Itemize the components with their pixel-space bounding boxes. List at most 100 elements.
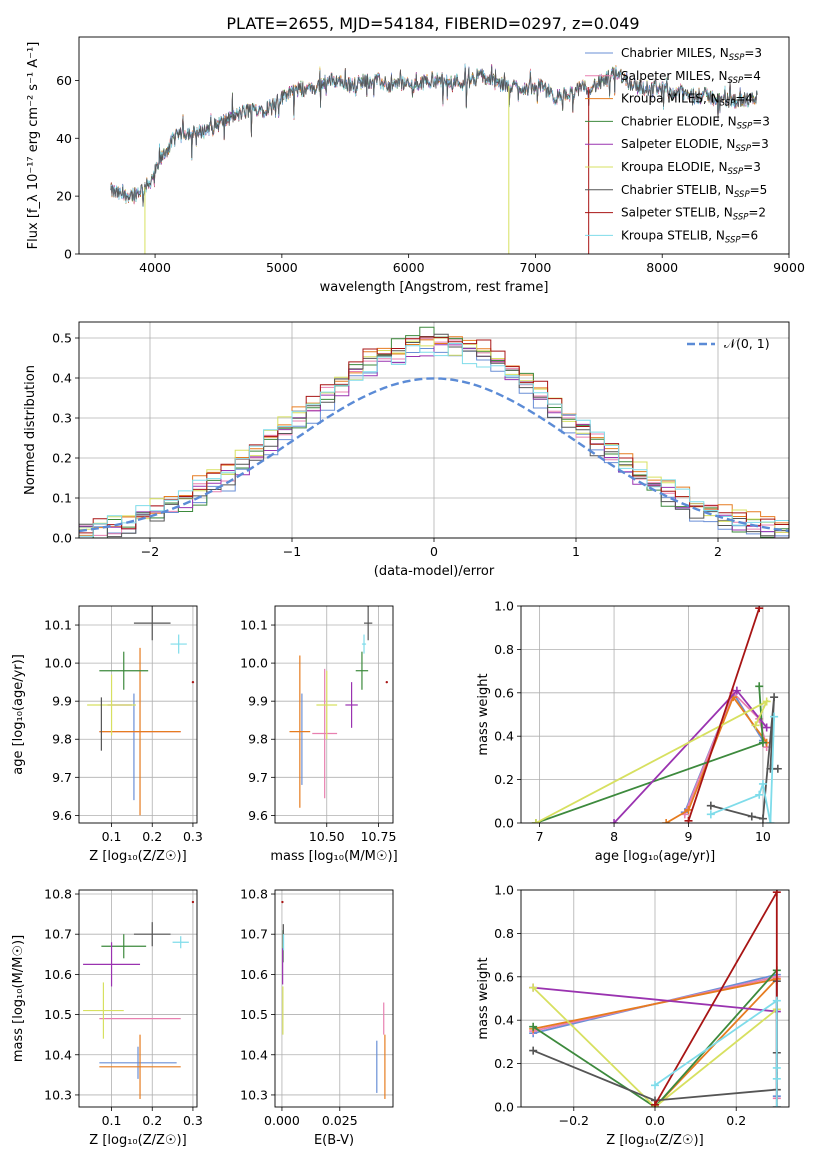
histogram-kroupa-stelib	[79, 343, 789, 537]
series-marker	[755, 606, 764, 613]
x-tick-label: 1	[572, 544, 580, 559]
series-marker	[772, 1103, 781, 1107]
spectrum-line-chabrier-stelib	[110, 66, 758, 207]
x-axis-label: Z [log₁₀(Z/Z☉)]	[89, 849, 186, 864]
y-axis-label: mass [log₁₀(M/M☉)]	[11, 935, 26, 1062]
x-tick-label: 9	[685, 829, 693, 844]
y-tick-label: 9.6	[52, 808, 72, 823]
legend-entry: Kroupa STELIB, NSSP=6	[621, 228, 758, 245]
x-tick-label: 0.2	[726, 1113, 746, 1128]
figure-title: PLATE=2655, MJD=54184, FIBERID=0297, z=0…	[226, 14, 639, 33]
axes-frame	[274, 889, 394, 1108]
series-marker	[758, 814, 767, 823]
series-line-kroupa-elodie	[532, 986, 778, 1107]
axes-frame	[78, 36, 790, 255]
series-marker	[772, 1063, 781, 1072]
x-tick-label: 10.50	[309, 829, 345, 844]
y-axis-label: mass weight	[476, 957, 491, 1039]
x-tick-label: 0.0	[645, 1113, 665, 1128]
x-axis-label: Z [log₁₀(Z/Z☉)]	[606, 1133, 703, 1148]
series-marker	[610, 819, 619, 823]
series-marker	[684, 816, 693, 823]
y-tick-label: 10.6	[240, 967, 268, 982]
y-tick-label: 10.7	[240, 927, 268, 942]
axes-frame	[78, 889, 198, 1108]
x-tick-label: 0.3	[183, 1113, 203, 1128]
legend-entry: 𝒩(0, 1)	[724, 336, 770, 351]
y-tick-label: 9.8	[248, 732, 268, 747]
axes-frame	[520, 605, 790, 824]
x-tick-label: 0	[430, 544, 438, 559]
y-axis-label: Normed distribution	[23, 365, 38, 495]
y-tick-label: 0.3	[52, 411, 72, 426]
series-marker	[772, 890, 781, 897]
series-marker	[770, 693, 779, 702]
series-marker	[529, 983, 538, 992]
y-tick-label: 0.4	[494, 729, 514, 744]
x-axis-label: wavelength [Angstrom, rest frame]	[320, 280, 549, 295]
y-tick-label: 10.4	[44, 1047, 72, 1062]
x-tick-label: −2	[141, 544, 159, 559]
series-marker	[651, 1081, 659, 1090]
series-marker	[762, 723, 771, 732]
y-tick-label: 0.0	[494, 816, 514, 831]
x-tick-label: 8	[610, 829, 618, 844]
data-point	[191, 680, 195, 684]
y-tick-label: 0.1	[52, 491, 72, 506]
x-tick-label: −1	[283, 544, 301, 559]
x-tick-label: 0.2	[142, 829, 162, 844]
y-tick-label: 0.6	[494, 685, 514, 700]
massweight-vs-metallicity-panel: −0.2 0.0 0.2 0.0 0.2 0.4 0.6 0.8 1.0 Z [log₁₀(Z/Z…	[476, 883, 790, 1148]
y-tick-label: 9.7	[52, 770, 72, 785]
y-tick-label: 1.0	[494, 599, 514, 614]
y-tick-label: 10.4	[240, 1047, 268, 1062]
axes-frame	[78, 321, 790, 539]
x-tick-label: 0.025	[322, 1113, 358, 1128]
y-tick-label: 40	[56, 131, 72, 146]
y-tick-label: 10.0	[44, 656, 72, 671]
series-marker	[529, 1046, 538, 1055]
x-tick-label: 6000	[393, 260, 425, 275]
axes-frame	[520, 889, 790, 1108]
y-tick-label: 1.0	[494, 883, 514, 898]
y-tick-label: 10.5	[44, 1007, 72, 1022]
series-marker	[772, 996, 781, 1005]
legend-entry: Chabrier MILES, NSSP=3	[621, 46, 762, 63]
x-tick-label: 0.2	[142, 1113, 162, 1128]
y-tick-label: 9.6	[248, 808, 268, 823]
x-axis-label: E(B-V)	[314, 1133, 354, 1148]
x-tick-label: 10	[755, 829, 771, 844]
x-axis-label: mass [log₁₀(M/M☉)]	[270, 849, 397, 864]
mass-vs-metallicity-panel: 0.1 0.2 0.3 10.3 10.4 10.5 10.6 10.7 10.8 Z [log₁…	[11, 887, 203, 1148]
x-axis-label: age [log₁₀(age/yr)]	[595, 849, 716, 864]
y-tick-label: 0.2	[494, 1056, 514, 1071]
series-marker	[651, 1100, 659, 1107]
y-tick-label: 10.1	[240, 618, 268, 633]
y-tick-label: 10.7	[44, 927, 72, 942]
series-marker	[772, 1074, 781, 1083]
y-tick-label: 10.1	[44, 618, 72, 633]
y-tick-label: 9.9	[52, 694, 72, 709]
data-point	[385, 680, 388, 684]
series-marker	[751, 721, 760, 730]
series-marker	[766, 819, 775, 823]
series-marker	[732, 686, 741, 695]
series-line-chabrier-elodie	[532, 969, 778, 1107]
legend-entry: Chabrier STELIB, NSSP=5	[621, 183, 767, 200]
x-tick-label: 4000	[139, 260, 171, 275]
y-tick-label: 0.5	[52, 331, 72, 346]
y-tick-label: 0.2	[52, 451, 72, 466]
series-marker	[755, 790, 764, 799]
series-marker	[758, 738, 767, 747]
legend-entry: Salpeter MILES, NSSP=4	[621, 69, 761, 86]
x-tick-label: 2	[714, 544, 722, 559]
x-tick-label: 0.1	[102, 829, 122, 844]
series-marker	[773, 764, 782, 773]
series-marker	[758, 779, 767, 788]
y-tick-label: 10.3	[44, 1087, 72, 1102]
y-axis-label: Flux [f_λ 10⁻¹⁷ erg cm⁻² s⁻¹ A⁻¹]	[26, 42, 41, 250]
age-vs-mass-panel: 10.50 10.75 9.6 9.7 9.8 9.9 10.0 10.1 mass [log₁…	[240, 605, 398, 864]
y-tick-label: 9.7	[248, 770, 268, 785]
y-tick-label: 10.8	[240, 887, 268, 902]
